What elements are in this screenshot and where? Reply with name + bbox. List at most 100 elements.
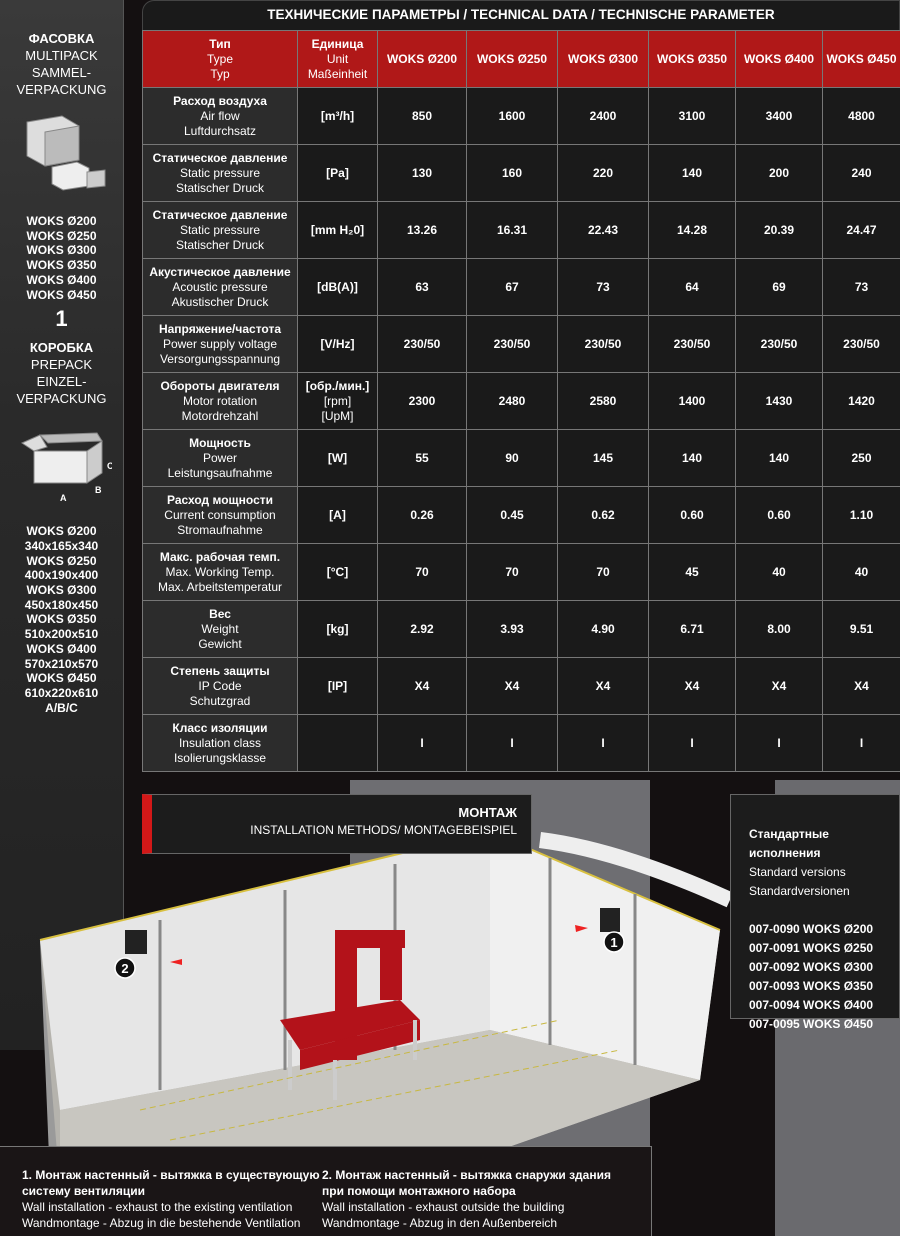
row-unit: [°C]	[297, 543, 378, 601]
parameter-name: Мощность	[189, 435, 251, 450]
table-row: Обороты двигателя Motor rotation Motordreh…	[142, 372, 900, 430]
table-row: Вес Weight Gewicht [kg] 2.92 3.93 4.90 6.71 8.00…	[142, 600, 900, 658]
row-parameter: Обороты двигателя Motor rotation Motordreh…	[142, 372, 298, 430]
multipack-qty: 1	[55, 306, 68, 332]
row-value: 140	[735, 429, 823, 487]
unit-label: [W]	[327, 450, 348, 465]
row-value: 70	[466, 543, 558, 601]
multipack-model: WOKS Ø300	[26, 243, 97, 258]
parameter-name: Weight	[201, 621, 239, 636]
parameter-name: Вес	[209, 606, 231, 621]
prepack-line: EINZEL-	[36, 374, 87, 390]
standard-version-item: 007-0091 WOKS Ø250	[749, 941, 874, 955]
prepack-size: 400x190x400	[24, 568, 99, 583]
row-unit: [Pa]	[297, 144, 378, 202]
row-value: 6.71	[648, 600, 736, 658]
row-value: 73	[822, 258, 900, 316]
unit-label: [обр./мин.]	[305, 378, 370, 393]
unit-label: [A]	[329, 507, 346, 522]
parameter-name: Static pressure	[179, 165, 261, 180]
row-value: 8.00	[735, 600, 823, 658]
parameter-name: Степень защиты	[170, 663, 270, 678]
unit-label: [kg]	[326, 621, 349, 636]
standard-title-de: Standardversionen	[749, 884, 850, 898]
parameter-name: Motordrehzahl	[181, 408, 259, 423]
row-value: 4.90	[557, 600, 649, 658]
prepack-size: A/B/C	[45, 700, 78, 715]
row-value: I	[557, 714, 649, 772]
row-value: 1600	[466, 87, 558, 145]
parameter-name: Max. Working Temp.	[165, 564, 275, 579]
caption-de: Wandmontage - Abzug in den Außenbereich	[322, 1216, 558, 1230]
row-parameter: Вес Weight Gewicht	[142, 600, 298, 658]
installation-room-illustration: 1 2	[39, 830, 734, 1220]
parameter-name: Stromaufnahme	[177, 522, 263, 537]
row-value: 4800	[822, 87, 900, 145]
caption-method-2: 2. Монтаж настенный - вытяжка снаружи зд…	[322, 1167, 622, 1231]
row-parameter: Степень защиты IP Code Schutzgrad	[142, 657, 298, 715]
row-value: 73	[557, 258, 649, 316]
table-row: Статическое давление Static pressure Stati…	[142, 144, 900, 202]
prepack-size: 570x210x570	[24, 656, 99, 671]
installation-title: МОНТАЖ	[458, 805, 517, 820]
installation-header: МОНТАЖ INSTALLATION METHODS/ MONTAGEBEIS…	[142, 794, 532, 854]
row-value: 3400	[735, 87, 823, 145]
header-model: WOKS Ø400	[735, 30, 823, 88]
parameter-name: Макс. рабочая темп.	[159, 549, 281, 564]
row-unit: [mm H₂0]	[297, 201, 378, 259]
prepack-size: 610x220x610	[24, 685, 99, 700]
row-value: 160	[466, 144, 558, 202]
row-parameter: Расход воздуха Air flow Luftdurchsatz	[142, 87, 298, 145]
prepack-size: 450x180x450	[24, 597, 99, 612]
table-row: Расход воздуха Air flow Luftdurchsatz [m³/h…	[142, 87, 900, 145]
parameter-name: Statischer Druck	[175, 180, 265, 195]
prepack-size: 340x165x340	[24, 538, 99, 553]
unit-label: [m³/h]	[320, 108, 355, 123]
table-title: ТЕХНИЧЕСКИЕ ПАРАМЕТРЫ / TECHNICAL DATA /…	[142, 0, 900, 30]
prepack-line: VERPACKUNG	[16, 391, 107, 407]
table-row: Акустическое давление Acoustic pressure Ak…	[142, 258, 900, 316]
header-type-line: Type	[206, 51, 233, 66]
header-type: Тип Type Typ	[142, 30, 298, 88]
parameter-name: Isolierungsklasse	[173, 750, 267, 765]
standard-version-item: 007-0092 WOKS Ø300	[749, 960, 874, 974]
installation-captions: 1. Монтаж настенный - вытяжка в существу…	[0, 1146, 652, 1236]
prepack-title: КОРОБКА	[29, 340, 94, 356]
multipack-title: ФАСОВКА	[28, 31, 95, 46]
standard-title: Стандартные исполнения	[749, 827, 829, 860]
prepack-box-icon: A B C	[20, 432, 114, 503]
row-parameter: Статическое давление Static pressure Stati…	[142, 144, 298, 202]
prepack-size: WOKS Ø450	[26, 671, 97, 686]
marker-2: 2	[121, 961, 128, 976]
row-value: X4	[377, 657, 467, 715]
row-value: 1420	[822, 372, 900, 430]
dim-label-c: C	[107, 461, 112, 471]
parameter-name: Power	[202, 450, 237, 465]
dim-label-b: B	[95, 485, 102, 495]
parameter-name: Расход воздуха	[173, 93, 267, 108]
header-model: WOKS Ø450	[822, 30, 900, 88]
table-row: Степень защиты IP Code Schutzgrad [IP] X4 X4 X…	[142, 657, 900, 715]
prepack-size: WOKS Ø350	[26, 612, 97, 627]
row-value: 240	[822, 144, 900, 202]
multipack-model: WOKS Ø450	[26, 287, 97, 302]
multipack-model: WOKS Ø250	[26, 228, 97, 243]
row-unit: [A]	[297, 486, 378, 544]
parameter-name: Max. Arbeitstemperatur	[157, 579, 283, 594]
installation-subtitle: INSTALLATION METHODS/ MONTAGEBEISPIEL	[250, 823, 517, 837]
unit-label: [IP]	[327, 678, 348, 693]
row-value: 1.10	[822, 486, 900, 544]
standard-version-item: 007-0094 WOKS Ø400	[749, 998, 874, 1012]
caption-de: Wandmontage - Abzug in die bestehende Ve…	[22, 1216, 301, 1230]
row-value: 0.45	[466, 486, 558, 544]
row-value: 45	[648, 543, 736, 601]
caption-en: Wall installation - exhaust outside the …	[322, 1200, 565, 1214]
row-value: 230/50	[735, 315, 823, 373]
table-row: Напряжение/частота Power supply voltage Ve…	[142, 315, 900, 373]
row-value: X4	[466, 657, 558, 715]
prepack-size: WOKS Ø300	[26, 583, 97, 598]
standard-version-item: 007-0095 WOKS Ø450	[749, 1017, 874, 1031]
row-value: 230/50	[466, 315, 558, 373]
row-value: I	[822, 714, 900, 772]
row-value: 22.43	[557, 201, 649, 259]
